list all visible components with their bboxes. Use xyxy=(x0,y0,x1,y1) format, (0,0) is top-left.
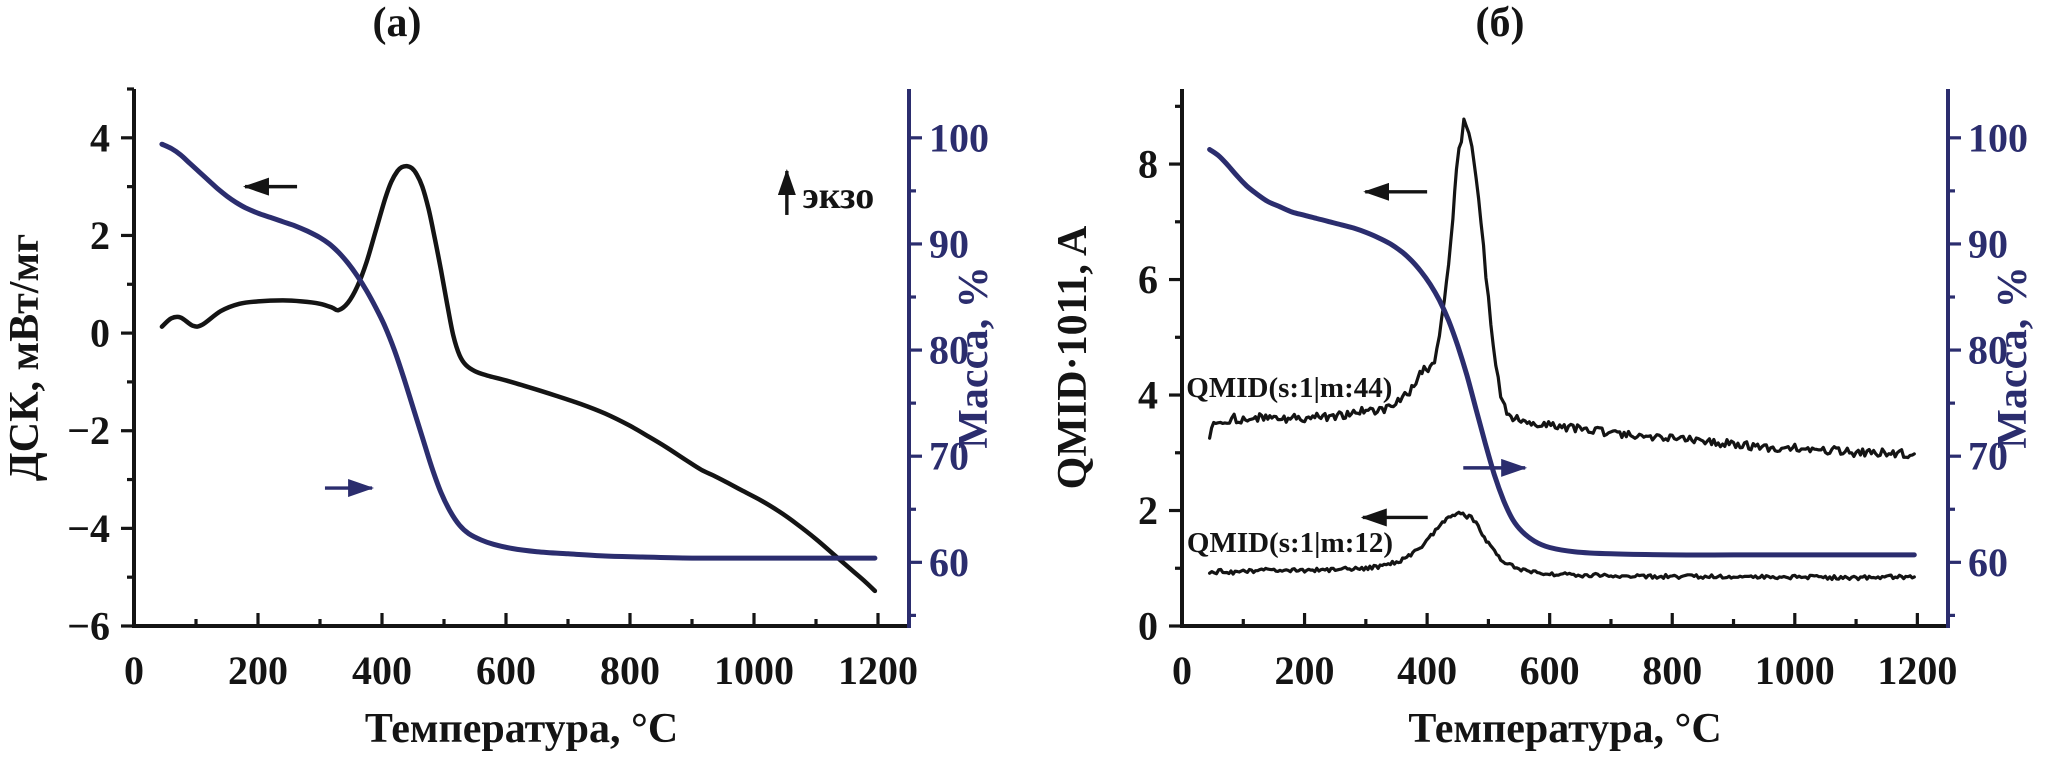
y-left-tick-label: 8 xyxy=(1138,142,1158,187)
label-qmid-44: QMID(s:1|m:44) xyxy=(1186,372,1392,404)
y-right-tick-label: 90 xyxy=(1968,221,2008,266)
x-tick-label: 600 xyxy=(476,648,536,693)
x-tick-label: 200 xyxy=(228,648,288,693)
x-axis-title: Температура, °C xyxy=(1408,706,1721,752)
x-tick-label: 600 xyxy=(1520,648,1580,693)
y-right-tick-label: 60 xyxy=(929,540,969,585)
annotation-ekzo: экзо xyxy=(802,175,874,217)
series-- xyxy=(159,141,878,561)
y-left-axis-title: QMID·1011, A xyxy=(1050,225,1096,489)
y-right-tick-label: 90 xyxy=(929,221,969,266)
y-left-tick-label: 0 xyxy=(1138,604,1158,649)
y-left-tick-label: 6 xyxy=(1138,257,1158,302)
y-left-tick-label: −2 xyxy=(67,408,110,453)
y-right-tick-label: 100 xyxy=(929,115,989,160)
x-tick-label: 1000 xyxy=(714,648,794,693)
y-left-tick-label: 0 xyxy=(90,311,110,356)
series-qmid-s-1-m-44- xyxy=(1208,117,1916,460)
y-left-tick-label: 2 xyxy=(1138,488,1158,533)
panel-title-b: (б) xyxy=(1475,0,1525,46)
y-right-tick-label: 70 xyxy=(929,434,969,479)
y-right-axis-title: Масса, % xyxy=(1990,266,2036,448)
x-tick-label: 800 xyxy=(1642,648,1702,693)
x-tick-label: 800 xyxy=(600,648,660,693)
x-tick-label: 0 xyxy=(124,648,144,693)
x-tick-label: 400 xyxy=(352,648,412,693)
y-right-tick-label: 100 xyxy=(1968,115,2028,160)
y-left-tick-label: 2 xyxy=(90,213,110,258)
y-right-tick-label: 60 xyxy=(1968,540,2008,585)
y-left-tick-label: −4 xyxy=(67,506,110,551)
series-qmid-s-1-m-12- xyxy=(1208,510,1916,582)
series-- xyxy=(159,163,878,594)
x-tick-label: 1200 xyxy=(838,648,918,693)
y-left-tick-label: −6 xyxy=(67,604,110,649)
x-tick-label: 1200 xyxy=(1877,648,1957,693)
y-right-tick-label: 70 xyxy=(1968,434,2008,479)
y-left-tick-label: 4 xyxy=(90,115,110,160)
y-left-tick-label: 4 xyxy=(1138,373,1158,418)
y-right-tick-label: 80 xyxy=(929,328,969,373)
x-tick-label: 0 xyxy=(1172,648,1192,693)
panel-title-a: (а) xyxy=(372,0,422,46)
chart-b: 0 200 400 600 800 1000 1200 0 2 4 6 8 60 70 80 90 100 Тем… xyxy=(1050,89,2036,752)
y-right-tick-label: 80 xyxy=(1968,328,2008,373)
chart-a: 0 200 400 600 800 1000 1200 −6 −4 −2 0 2 4 60 70 80 90 10… xyxy=(2,87,997,752)
x-axis-title: Температура, °C xyxy=(365,706,678,752)
label-qmid-12: QMID(s:1|m:12) xyxy=(1187,527,1393,559)
x-tick-label: 200 xyxy=(1275,648,1335,693)
y-left-axis-title: ДСК, мВт/мг xyxy=(2,234,48,481)
x-tick-label: 1000 xyxy=(1755,648,1835,693)
series-- xyxy=(1207,147,1917,558)
x-tick-label: 400 xyxy=(1397,648,1457,693)
y-right-axis-title: Масса, % xyxy=(951,266,997,448)
